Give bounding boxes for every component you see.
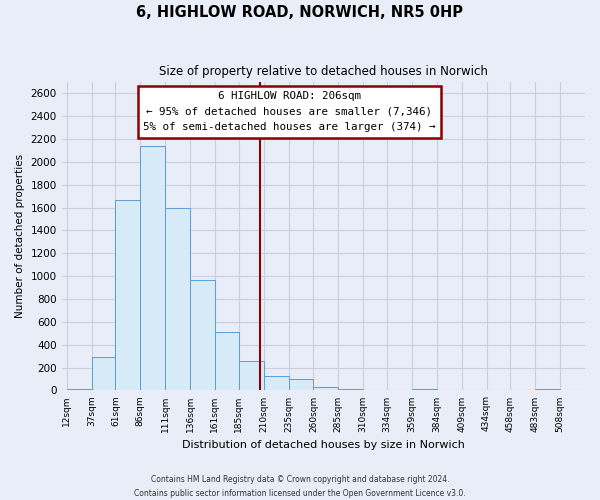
Bar [140, 146, 165, 390]
Bar [165, 208, 190, 390]
Y-axis label: Number of detached properties: Number of detached properties [15, 154, 25, 318]
Bar [313, 387, 338, 390]
Bar [412, 388, 437, 390]
Text: 6 HIGHLOW ROAD: 206sqm
← 95% of detached houses are smaller (7,346)
5% of semi-d: 6 HIGHLOW ROAD: 206sqm ← 95% of detached… [143, 91, 436, 132]
Bar [338, 388, 363, 390]
Text: Contains HM Land Registry data © Crown copyright and database right 2024.
Contai: Contains HM Land Registry data © Crown c… [134, 476, 466, 498]
Bar [190, 280, 215, 390]
Bar [263, 376, 289, 390]
Bar [215, 332, 239, 390]
Bar [535, 388, 560, 390]
X-axis label: Distribution of detached houses by size in Norwich: Distribution of detached houses by size … [182, 440, 465, 450]
Bar [67, 388, 92, 390]
Bar [289, 379, 313, 390]
Title: Size of property relative to detached houses in Norwich: Size of property relative to detached ho… [159, 65, 488, 78]
Bar [115, 200, 140, 390]
Bar [239, 362, 263, 390]
Bar [92, 356, 115, 390]
Text: 6, HIGHLOW ROAD, NORWICH, NR5 0HP: 6, HIGHLOW ROAD, NORWICH, NR5 0HP [137, 5, 464, 20]
